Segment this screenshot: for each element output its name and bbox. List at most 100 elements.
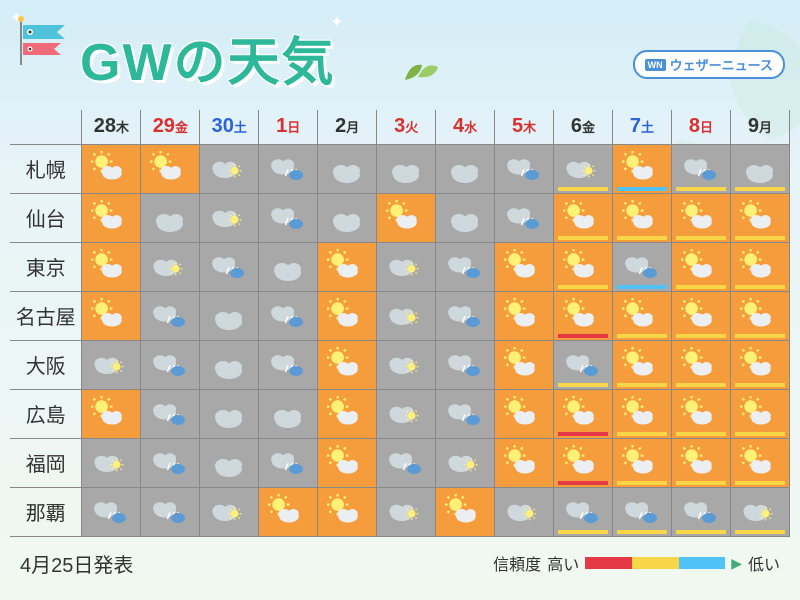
forecast-cell [554, 438, 613, 487]
forecast-cell [259, 389, 318, 438]
forecast-cell [377, 291, 436, 340]
forecast-cell [82, 291, 141, 340]
page-title: GWの天気 [80, 20, 336, 95]
forecast-cell [200, 193, 259, 242]
forecast-cell [200, 438, 259, 487]
confidence-bar [676, 334, 726, 338]
day-header: 3火 [377, 110, 436, 144]
forecast-cell [730, 144, 789, 193]
forecast-cell [82, 389, 141, 438]
confidence-bar [676, 432, 726, 436]
forecast-cell [554, 242, 613, 291]
corner-cell [10, 110, 82, 144]
confidence-bar [676, 481, 726, 485]
city-label: 広島 [10, 389, 82, 438]
brand-badge: WN ウェザーニュース [633, 50, 785, 79]
confidence-bar [617, 334, 667, 338]
city-label: 大阪 [10, 340, 82, 389]
forecast-cell [82, 438, 141, 487]
publish-date: 4月25日発表 [20, 549, 133, 578]
confidence-bar [735, 334, 785, 338]
day-header: 1日 [259, 110, 318, 144]
forecast-cell [259, 438, 318, 487]
forecast-cell [612, 242, 671, 291]
city-label: 札幌 [10, 144, 82, 193]
confidence-bar [617, 187, 667, 191]
forecast-cell [259, 193, 318, 242]
legend-high: 高い [547, 551, 579, 575]
forecast-cell [141, 193, 200, 242]
forecast-cell [554, 389, 613, 438]
confidence-bar [617, 530, 667, 534]
confidence-bar [735, 432, 785, 436]
forecast-cell [377, 242, 436, 291]
forecast-cell [612, 487, 671, 536]
forecast-cell [82, 242, 141, 291]
confidence-bar [676, 187, 726, 191]
forecast-cell [200, 487, 259, 536]
brand-name: ウェザーニュース [670, 55, 773, 74]
forecast-cell [671, 340, 730, 389]
day-header: 5木 [495, 110, 554, 144]
confidence-bar [558, 334, 608, 338]
forecast-cell [730, 291, 789, 340]
confidence-bar [558, 187, 608, 191]
forecast-cell [612, 438, 671, 487]
forecast-cell [377, 340, 436, 389]
forecast-cell [730, 487, 789, 536]
legend-low: 低い [748, 551, 780, 575]
forecast-cell [612, 389, 671, 438]
forecast-cell [318, 242, 377, 291]
forecast-cell [671, 389, 730, 438]
confidence-bar [558, 285, 608, 289]
forecast-cell [141, 291, 200, 340]
forecast-cell [141, 438, 200, 487]
forecast-cell [436, 144, 495, 193]
day-header: 8日 [671, 110, 730, 144]
forecast-cell [318, 144, 377, 193]
forecast-cell [82, 340, 141, 389]
confidence-bar [735, 236, 785, 240]
forecast-cell [318, 389, 377, 438]
confidence-bar [558, 432, 608, 436]
forecast-cell [554, 487, 613, 536]
confidence-bar [558, 383, 608, 387]
forecast-cell [318, 487, 377, 536]
forecast-cell [495, 340, 554, 389]
confidence-bar [676, 285, 726, 289]
confidence-bar [558, 236, 608, 240]
forecast-cell [377, 487, 436, 536]
city-label: 東京 [10, 242, 82, 291]
city-label: 福岡 [10, 438, 82, 487]
confidence-bar [617, 236, 667, 240]
forecast-cell [495, 487, 554, 536]
forecast-cell [495, 193, 554, 242]
forecast-cell [141, 340, 200, 389]
forecast-cell [82, 193, 141, 242]
forecast-cell [671, 242, 730, 291]
forecast-cell [259, 144, 318, 193]
confidence-bar [735, 187, 785, 191]
forecast-cell [671, 487, 730, 536]
forecast-cell [612, 291, 671, 340]
forecast-cell [200, 291, 259, 340]
confidence-bar [676, 236, 726, 240]
forecast-cell [612, 144, 671, 193]
legend-label: 信頼度 [493, 551, 541, 575]
day-header: 4水 [436, 110, 495, 144]
day-header: 9月 [730, 110, 789, 144]
forecast-cell [495, 144, 554, 193]
forecast-cell [671, 438, 730, 487]
confidence-bar [558, 481, 608, 485]
forecast-cell [377, 438, 436, 487]
koinobori-icon [15, 15, 75, 70]
confidence-bar [735, 383, 785, 387]
forecast-cell [318, 340, 377, 389]
forecast-cell [730, 389, 789, 438]
forecast-cell [200, 144, 259, 193]
forecast-cell [436, 291, 495, 340]
confidence-bar [617, 481, 667, 485]
forecast-cell [436, 242, 495, 291]
forecast-cell [671, 193, 730, 242]
forecast-cell [495, 242, 554, 291]
